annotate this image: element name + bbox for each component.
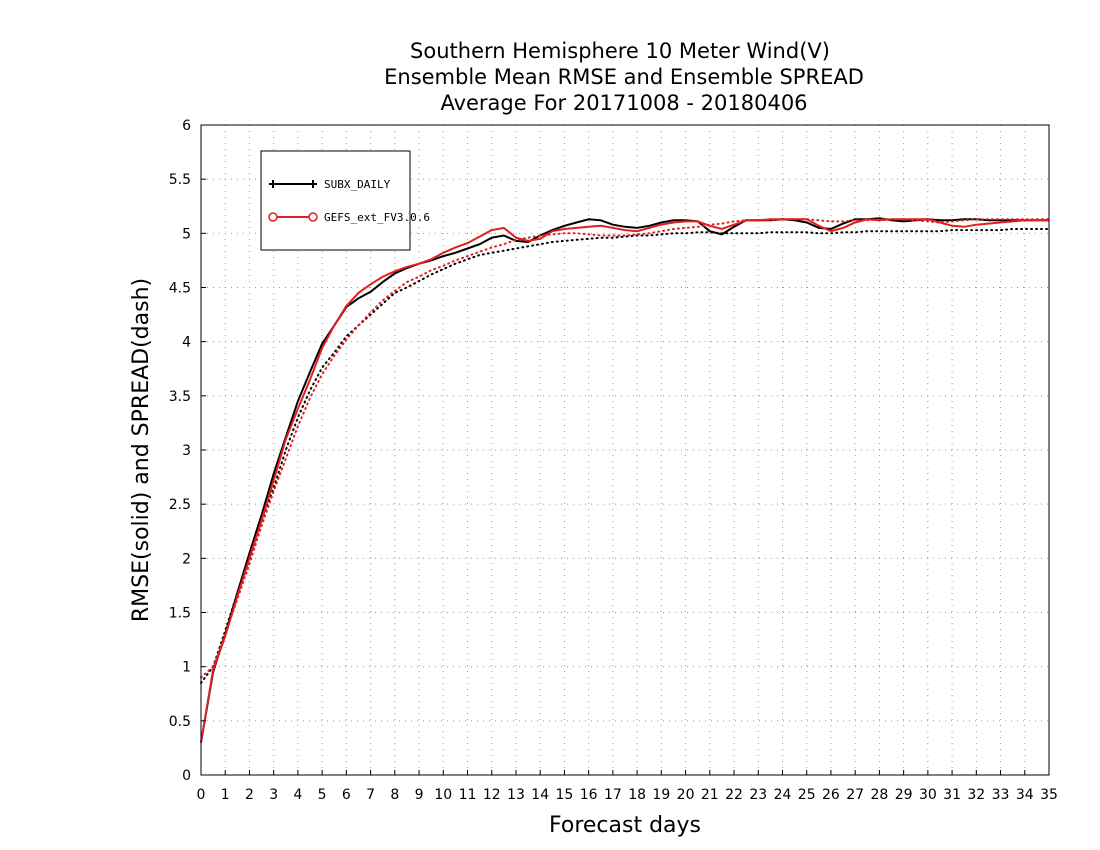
x-tick-label: 12 [483, 787, 501, 803]
x-tick-label: 29 [895, 787, 913, 803]
x-tick-label: 28 [870, 787, 888, 803]
x-tick-label: 4 [293, 787, 302, 803]
x-tick-label: 13 [507, 787, 525, 803]
x-tick-label: 16 [580, 787, 598, 803]
x-tick-label: 23 [749, 787, 767, 803]
y-tick-label: 3.5 [169, 389, 191, 405]
y-tick-label: 4.5 [169, 281, 191, 297]
circle-icon [308, 212, 318, 222]
y-tick-label: 4 [182, 335, 191, 351]
x-tick-label: 25 [798, 787, 816, 803]
y-tick-label: 6 [182, 118, 191, 134]
legend-label-1: SUBX_DAILY [324, 178, 391, 191]
x-tick-label: 35 [1040, 787, 1058, 803]
x-tick-label: 30 [919, 787, 937, 803]
x-tick-label: 6 [342, 787, 351, 803]
x-tick-label: 34 [1016, 787, 1034, 803]
x-tick-label: 7 [366, 787, 375, 803]
axes [200, 124, 1050, 776]
x-tick-labels: 0 1 2 3 4 5 6 7 8 9 10 11 12 13 14 15 16 17 18 19 20 21 22 23 24… [197, 787, 1058, 803]
x-tick-label: 10 [434, 787, 452, 803]
x-tick-label: 22 [725, 787, 743, 803]
chart-title: Southern Hemisphere 10 Meter Wind(V) Ens… [384, 39, 864, 115]
x-tick-label: 0 [197, 787, 206, 803]
title-line-2: Ensemble Mean RMSE and Ensemble SPREAD [384, 65, 864, 89]
x-tick-label: 8 [390, 787, 399, 803]
y-tick-label: 1 [182, 660, 191, 676]
x-tick-label: 2 [245, 787, 254, 803]
x-tick-label: 15 [556, 787, 574, 803]
x-tick-label: 3 [269, 787, 278, 803]
y-tick-label: 5 [182, 226, 191, 242]
y-tick-label: 5.5 [169, 172, 191, 188]
x-tick-label: 19 [652, 787, 670, 803]
x-tick-label: 26 [822, 787, 840, 803]
x-tick-label: 18 [628, 787, 646, 803]
x-tick-label: 21 [701, 787, 719, 803]
series-layer [200, 217, 1050, 743]
x-tick-label: 5 [318, 787, 327, 803]
title-line-3: Average For 20171008 - 20180406 [440, 91, 807, 115]
x-tick-label: 33 [992, 787, 1010, 803]
x-tick-label: 11 [459, 787, 477, 803]
legend-label-2: GEFS_ext_FV3.0.6 [324, 211, 430, 224]
x-tick-label: 17 [604, 787, 622, 803]
x-tick-label: 20 [677, 787, 695, 803]
x-tick-label: 14 [531, 787, 549, 803]
y-tick-labels: 0 0.5 1 1.5 2 2.5 3 3.5 4 4.5 5 5.5 6 [169, 118, 191, 784]
x-axis-title: Forecast days [549, 813, 701, 838]
y-tick-label: 2.5 [169, 497, 191, 513]
x-tick-label: 32 [967, 787, 985, 803]
legend-box [260, 150, 411, 251]
series-2-spread-line [200, 218, 1050, 679]
y-tick-label: 0.5 [169, 714, 191, 730]
series-1-rmse-line [200, 217, 1049, 743]
title-line-1: Southern Hemisphere 10 Meter Wind(V) [410, 39, 830, 63]
x-tick-label: 1 [221, 787, 230, 803]
y-tick-label: 0 [182, 768, 191, 784]
x-tick-label: 24 [774, 787, 792, 803]
y-tick-label: 2 [182, 551, 191, 567]
x-tick-label: 9 [415, 787, 424, 803]
x-tick-label: 27 [846, 787, 864, 803]
y-tick-label: 1.5 [169, 606, 191, 622]
y-tick-label: 3 [182, 443, 191, 459]
circle-icon [268, 212, 278, 222]
series-1-spread-line [200, 228, 1050, 684]
x-tick-label: 31 [943, 787, 961, 803]
series-2-rmse-line [200, 218, 1049, 743]
legend: SUBX_DAILY GEFS_ext_FV3.0.6 [260, 150, 430, 251]
y-axis-title: RMSE(solid) and SPREAD(dash) [129, 278, 154, 622]
